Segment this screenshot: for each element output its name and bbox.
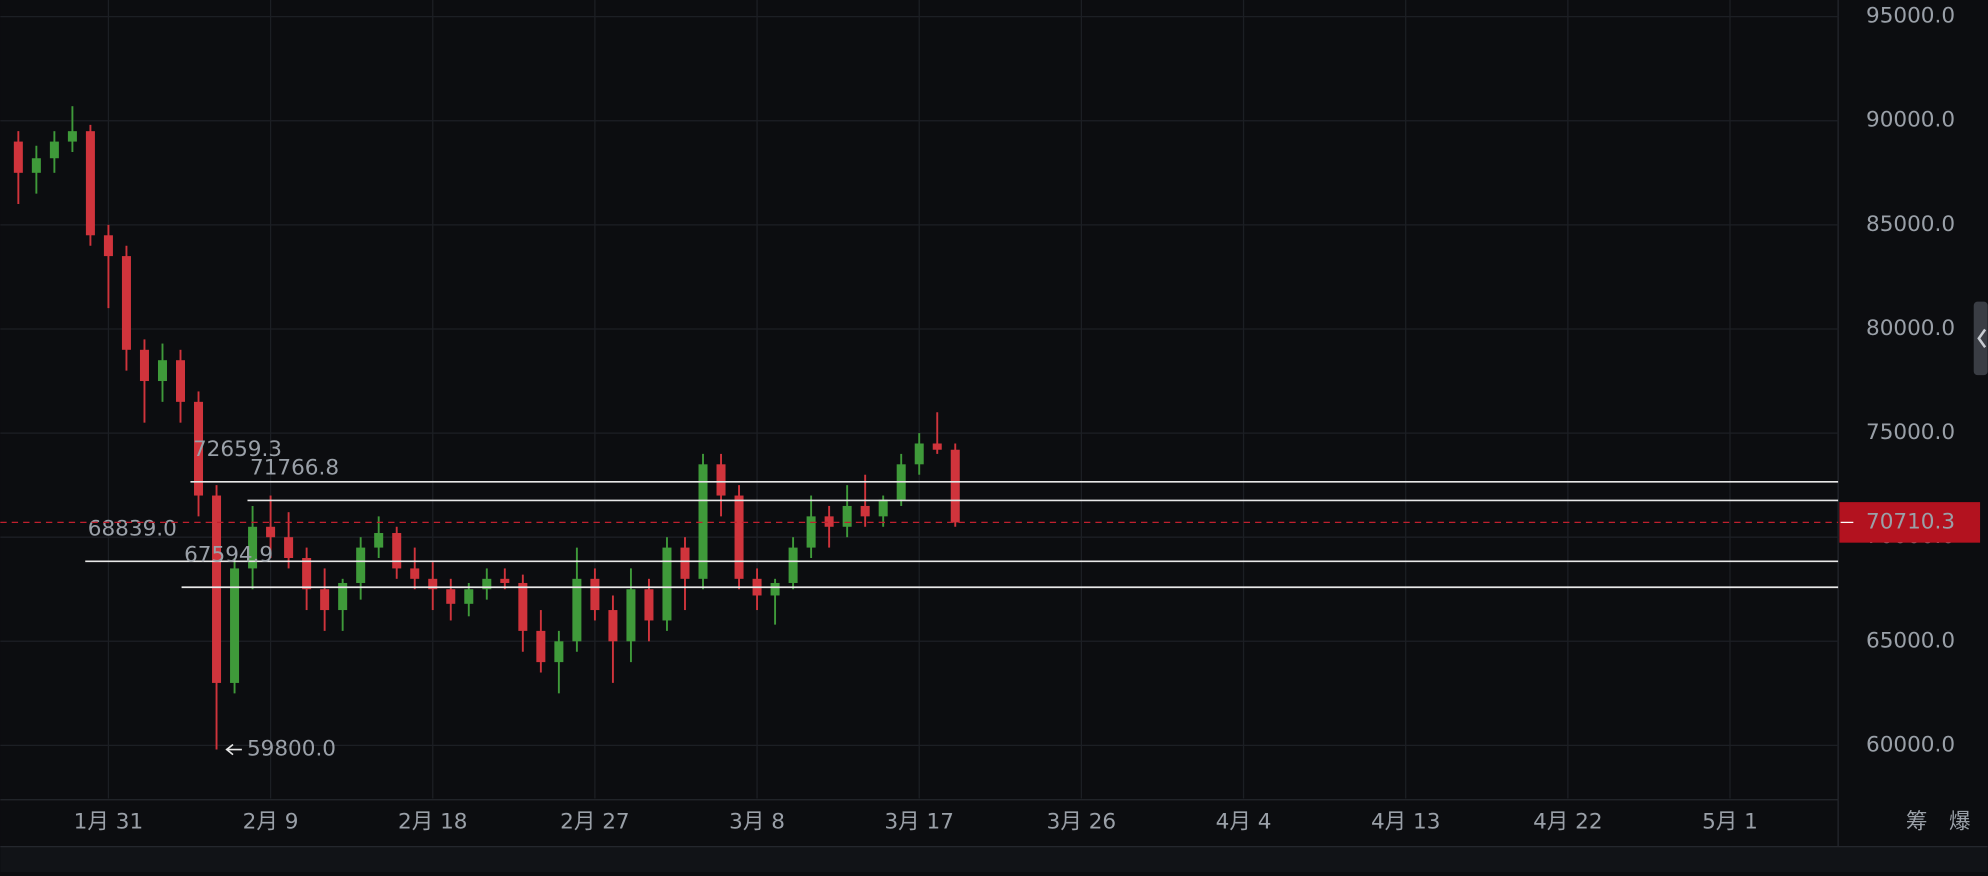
candle-body: [13, 141, 23, 173]
side-panel-arrow: [1977, 328, 1987, 349]
candle-body: [698, 464, 708, 579]
candle-body: [590, 578, 600, 611]
candle-body: [212, 495, 222, 683]
x-tick-label: 3月 8: [729, 810, 785, 835]
level-label: 68839.0: [88, 517, 177, 542]
candle-body: [572, 578, 582, 642]
candle-body: [500, 578, 510, 583]
x-tick-label: 4月 22: [1533, 810, 1602, 835]
candle-body: [716, 464, 726, 496]
side-button[interactable]: 爆: [1949, 810, 1971, 835]
y-tick-label: 60000.0: [1866, 732, 1955, 757]
x-tick-label: 1月 31: [74, 810, 143, 835]
x-tick-label: 4月 13: [1371, 810, 1440, 835]
candle-body: [266, 526, 276, 538]
candle-body: [31, 158, 41, 173]
candle-body: [662, 547, 672, 621]
candle-body: [536, 630, 546, 663]
candle-body: [230, 568, 240, 683]
candle-body: [175, 360, 186, 402]
candle-body: [644, 589, 654, 621]
candle-body: [914, 443, 924, 465]
x-tick-label: 2月 18: [398, 810, 467, 835]
x-tick-label: 3月 17: [884, 810, 953, 835]
candle-body: [770, 582, 780, 596]
y-tick-label: 90000.0: [1866, 108, 1955, 133]
candle-body: [806, 516, 816, 548]
low-label: 59800.0: [247, 737, 336, 762]
last-price-box: [1839, 502, 1981, 543]
x-tick-label: 2月 9: [243, 810, 299, 835]
candle-body: [121, 256, 131, 350]
candle-body: [67, 131, 77, 142]
candle-body: [392, 533, 402, 569]
candle-body: [356, 547, 366, 583]
candle-body: [788, 547, 798, 583]
candle-body: [878, 499, 888, 517]
candle-body: [446, 589, 456, 604]
level-label: 71766.8: [250, 456, 339, 481]
candle-body: [374, 533, 384, 548]
side-panel-tab[interactable]: [1973, 301, 1988, 376]
candle-body: [608, 610, 618, 642]
candle-body: [157, 360, 167, 382]
candle-body: [338, 582, 348, 611]
candle-body: [464, 589, 474, 604]
x-tick-label: 3月 26: [1047, 810, 1116, 835]
candle-body: [248, 526, 258, 569]
candle-body: [85, 131, 95, 236]
bottom-toolbar: [0, 846, 1988, 872]
grid: 60000.065000.070000.075000.080000.085000…: [0, 0, 1971, 835]
candle-body: [482, 578, 492, 590]
y-tick-label: 65000.0: [1866, 628, 1955, 653]
y-tick-label: 95000.0: [1866, 4, 1955, 29]
candle-body: [284, 537, 294, 559]
candle-body: [302, 558, 312, 590]
candle-body: [824, 516, 834, 527]
candle-body: [950, 449, 960, 523]
candle-body: [428, 578, 438, 590]
y-tick-label: 75000.0: [1866, 420, 1955, 445]
y-tick-label: 80000.0: [1866, 316, 1955, 341]
candle-body: [194, 401, 204, 496]
last-price-label: 70710.3: [1866, 509, 1955, 534]
candle-body: [103, 235, 113, 257]
candle-body: [139, 349, 149, 382]
candle-body: [860, 505, 870, 517]
y-tick-label: 85000.0: [1866, 212, 1955, 237]
x-tick-label: 5月 1: [1702, 810, 1758, 835]
candle-body: [320, 589, 330, 611]
x-tick-label: 2月 27: [560, 810, 629, 835]
level-label: 72659.3: [193, 437, 282, 462]
level-label: 67594.9: [184, 543, 273, 568]
candle-body: [680, 547, 690, 579]
candle-body: [842, 505, 852, 527]
low-arrow: [225, 743, 242, 756]
candle-body: [554, 641, 564, 663]
candle-body: [626, 589, 636, 642]
side-button[interactable]: 筹: [1906, 810, 1928, 835]
candle-body: [734, 495, 744, 579]
candle-body: [410, 568, 420, 579]
candle-body: [518, 582, 528, 631]
x-tick-label: 4月 4: [1216, 810, 1272, 835]
candle-body: [932, 443, 942, 450]
candle-body: [49, 141, 59, 159]
